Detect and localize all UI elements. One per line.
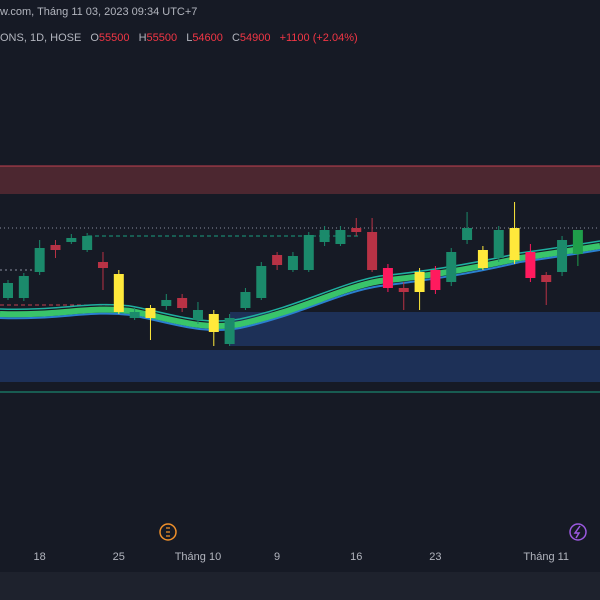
x-tick-label: 16 [350, 551, 362, 563]
resistance-zone [0, 166, 600, 194]
candle-body [414, 272, 425, 292]
candle-body [351, 228, 362, 232]
candle-body [66, 238, 77, 242]
x-tick-label: 23 [429, 551, 441, 563]
candle-body [82, 236, 93, 250]
candle-body [50, 245, 61, 250]
ma-ribbon [0, 240, 600, 322]
ohlc-letter: H [139, 32, 147, 44]
symbol: ONS, 1D, HOSE [0, 32, 81, 44]
footer-bar [0, 572, 600, 600]
candle-body [367, 232, 378, 270]
x-tick-label: Tháng 11 [523, 551, 569, 563]
ohlc-letter: O [90, 32, 99, 44]
support-zone [0, 350, 600, 382]
change: +1100 (+2.04%) [280, 32, 358, 44]
event-icon-glyph [573, 525, 581, 539]
x-tick-label: 25 [113, 551, 125, 563]
candle-body [272, 255, 283, 265]
event-icon[interactable] [569, 523, 587, 541]
candle-body [509, 228, 520, 260]
candle-body [335, 230, 346, 244]
x-tick-label: 9 [274, 551, 280, 563]
x-tick-label: Tháng 10 [175, 551, 221, 563]
x-tick-label: 18 [34, 551, 46, 563]
candle-body [430, 270, 441, 290]
candle-body [319, 230, 330, 242]
candle-body [240, 292, 251, 308]
ma-ribbon [0, 243, 600, 329]
candle-body [493, 230, 504, 258]
ohlc-value: 54600 [192, 32, 223, 44]
candles [3, 202, 583, 346]
candle-body [572, 230, 583, 254]
candle-body [129, 312, 140, 318]
candle-body [446, 252, 457, 282]
candle-body [382, 268, 393, 288]
header-text: w.com, Tháng 11 03, 2023 09:34 UTC+7 [0, 6, 197, 18]
candle-body [557, 240, 568, 272]
candle-body [462, 228, 473, 240]
support-zone [230, 312, 600, 346]
candle-body [256, 266, 267, 298]
candle-body [398, 288, 409, 292]
candle-body [97, 262, 108, 268]
candle-body [208, 314, 219, 332]
candle-body [34, 248, 45, 272]
candle-body [192, 310, 203, 320]
candle-body [477, 250, 488, 268]
candle-body [287, 256, 298, 270]
candle-body [161, 300, 172, 306]
candle-body [18, 276, 29, 298]
ohlc-letter: L [186, 32, 192, 44]
candle-body [177, 298, 188, 308]
candle-body [303, 235, 314, 270]
event-icon[interactable] [159, 523, 177, 541]
candle-body [224, 318, 235, 344]
candle-body [525, 252, 536, 278]
candle-body [145, 308, 156, 318]
ohlc-value: 54900 [240, 32, 271, 44]
candle-body [113, 274, 124, 312]
time-axis [0, 540, 600, 572]
candle-body [541, 275, 552, 282]
event-icon-glyph [166, 527, 170, 537]
ohlc-value: 55500 [147, 32, 178, 44]
ohlc-line: ONS, 1D, HOSE O55500 H55500 L54600 C5490… [0, 32, 358, 44]
ma-ribbon [0, 249, 600, 331]
candle-body [3, 283, 13, 298]
ohlc-value: 55500 [99, 32, 130, 44]
ohlc-letter: C [232, 32, 240, 44]
